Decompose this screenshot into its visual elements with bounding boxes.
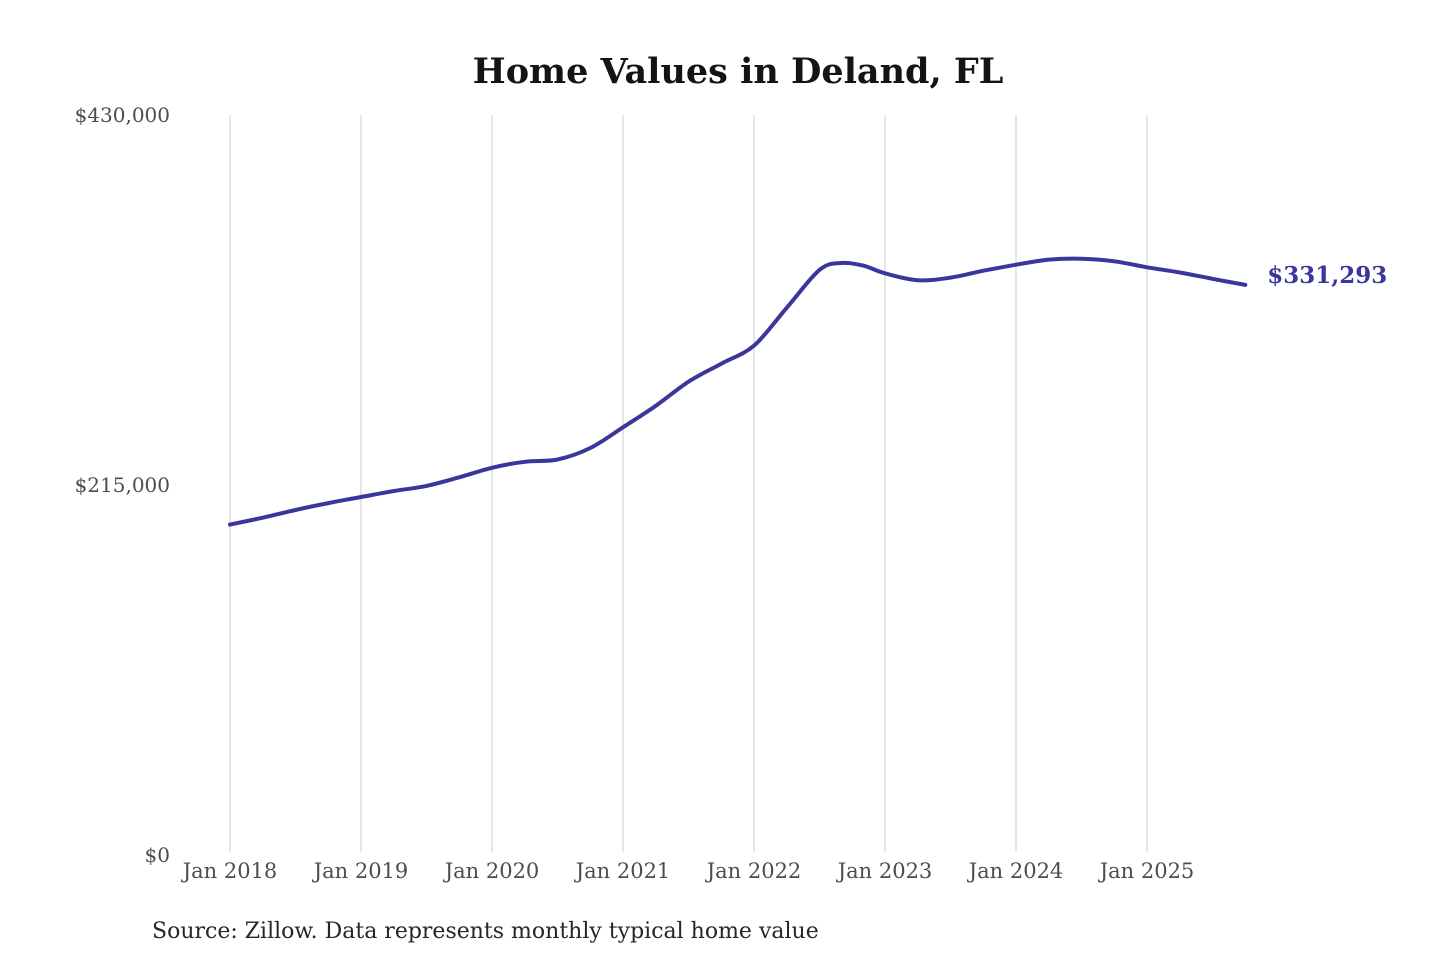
source-note: Source: Zillow. Data represents monthly … (152, 919, 819, 944)
x-tick-label: Jan 2024 (967, 859, 1064, 883)
x-axis-tick-labels: Jan 2018 Jan 2019 Jan 2020 Jan 2021 Jan 2022… (181, 859, 1195, 883)
y-tick-label: $0 (145, 843, 170, 867)
gridlines-group (229, 115, 1148, 852)
y-tick-label: $430,000 (75, 103, 170, 127)
home-value-line (228, 256, 1248, 527)
x-tick-label: Jan 2021 (574, 859, 671, 883)
x-tick-label: Jan 2023 (836, 859, 933, 883)
x-tick-label: Jan 2018 (181, 859, 278, 883)
latest-value-label: $331,293 (1267, 262, 1387, 289)
x-tick-label: Jan 2025 (1098, 859, 1195, 883)
x-tick-label: Jan 2020 (443, 859, 540, 883)
chart-title: Home Values in Deland, FL (473, 51, 1004, 92)
y-tick-label: $215,000 (75, 473, 170, 497)
y-axis-tick-labels: $430,000 $215,000 $0 (75, 103, 170, 867)
x-tick-label: Jan 2022 (705, 859, 802, 883)
x-tick-label: Jan 2019 (312, 859, 409, 883)
